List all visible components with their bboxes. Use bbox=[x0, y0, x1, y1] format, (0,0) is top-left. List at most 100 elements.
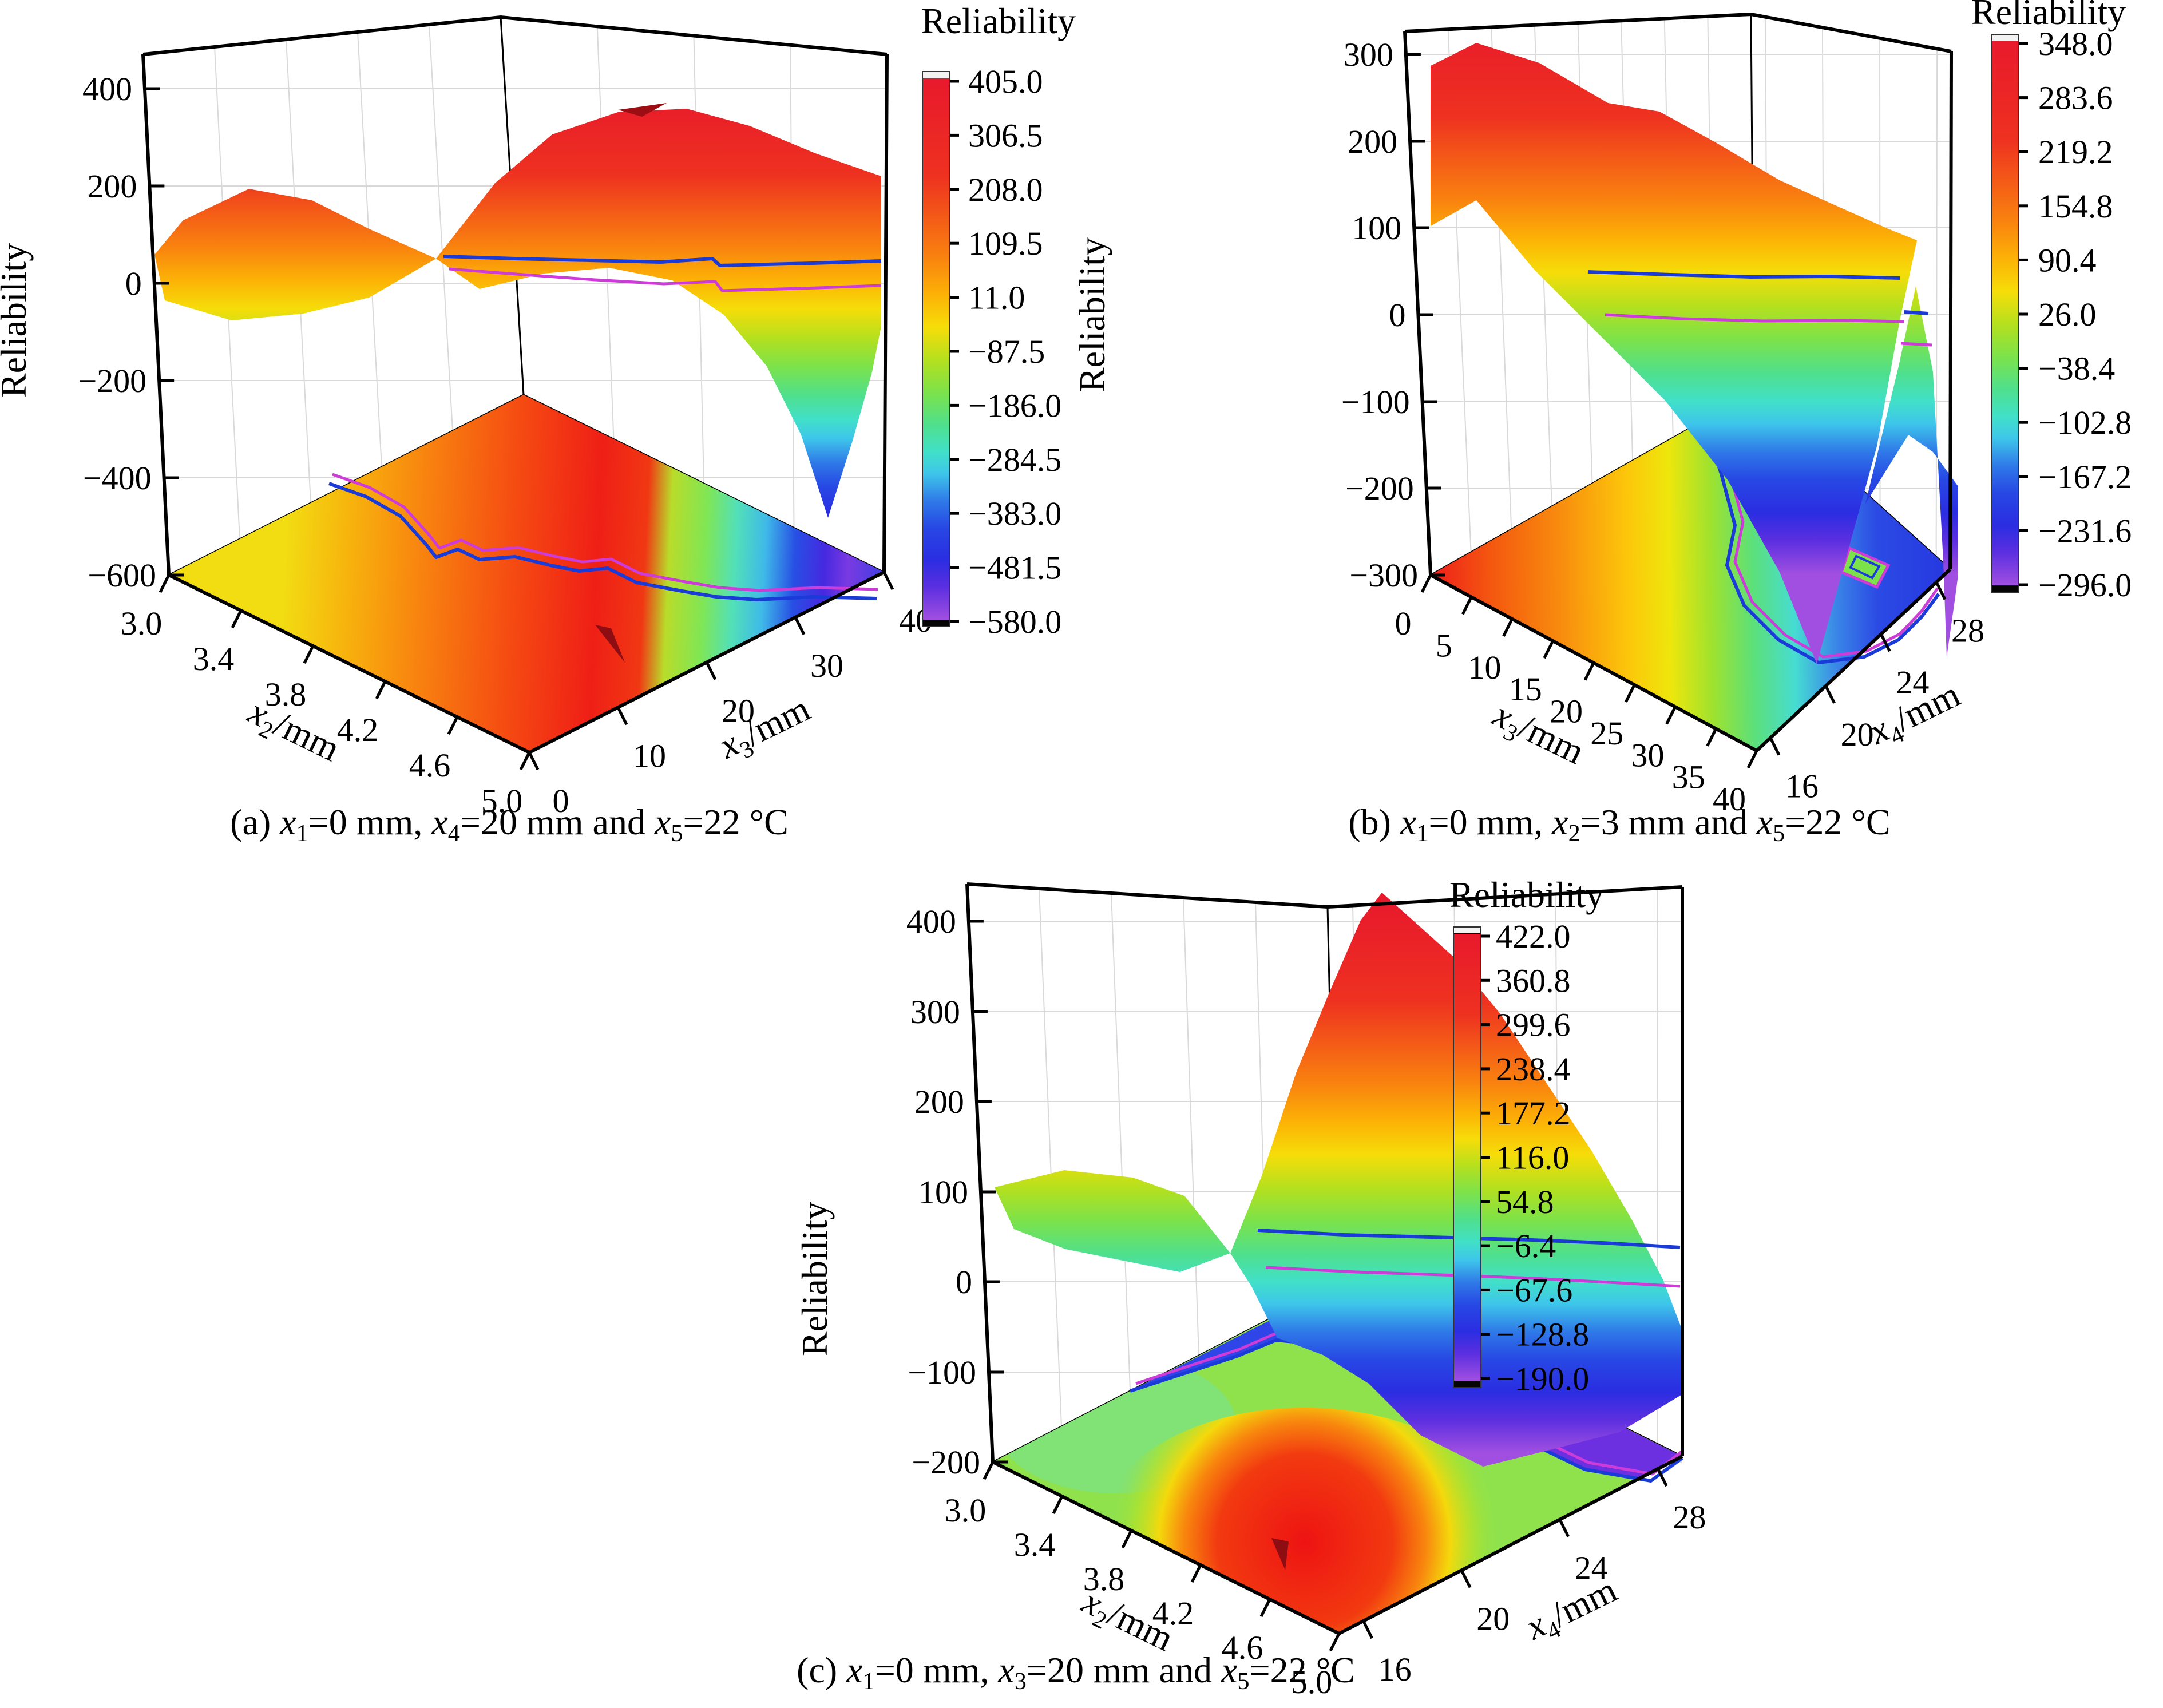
z-tick-label: 100 bbox=[918, 1174, 968, 1211]
x-tick-label: 3.0 bbox=[945, 1492, 987, 1529]
x-tick bbox=[1502, 618, 1514, 637]
y-tick bbox=[882, 571, 894, 591]
z-tick-label: 200 bbox=[87, 168, 137, 205]
x-tick bbox=[1259, 1598, 1271, 1618]
x-tick-label: 5.0 bbox=[481, 782, 523, 819]
colorbar-bottom-cap bbox=[922, 620, 950, 627]
z-tick-label: −600 bbox=[88, 557, 156, 594]
colorbar-tick-label: −167.2 bbox=[2038, 458, 2132, 496]
caption-segment: 3 bbox=[1014, 1667, 1027, 1695]
x-tick-label: 3.0 bbox=[121, 605, 163, 642]
surface-contour-blue bbox=[443, 255, 882, 267]
colorbar-labels: 422.0 360.8 299.6 238.4 177.2 116.0 54.8 −6.4 −6… bbox=[1481, 918, 1589, 1397]
colorbar-tick-label: −102.8 bbox=[2038, 404, 2132, 441]
caption-segment: 5 bbox=[671, 819, 683, 847]
colorbar-tick-label: 348.0 bbox=[2038, 25, 2113, 62]
colorbar-tick-label: −296.0 bbox=[2038, 566, 2132, 604]
y-tick bbox=[1657, 1468, 1668, 1487]
floor-contour-blue bbox=[1702, 422, 1940, 664]
x-tick-label: 40 bbox=[1713, 780, 1746, 818]
wall-gridline-x bbox=[1039, 888, 1062, 1427]
y-tick bbox=[1362, 1620, 1373, 1639]
caption-segment: 1 bbox=[296, 819, 308, 847]
surface bbox=[1431, 43, 1958, 664]
wing-contour-magenta bbox=[1900, 342, 1932, 347]
x-tick bbox=[1121, 1529, 1133, 1549]
x-tick bbox=[1329, 1632, 1341, 1652]
surface-contour-magenta bbox=[449, 267, 882, 292]
x-tick bbox=[231, 609, 243, 629]
x-tick bbox=[1420, 574, 1432, 593]
surface-right-wing bbox=[1865, 286, 1958, 657]
y-tick bbox=[1769, 737, 1781, 756]
x-tick-label: 30 bbox=[1631, 736, 1665, 774]
caption-segment: =0 mm, bbox=[1428, 802, 1552, 842]
colorbar-tick-label: 154.8 bbox=[2038, 188, 2113, 225]
caption-segment: x bbox=[280, 802, 296, 842]
caption-segment: (a) bbox=[230, 802, 280, 842]
x-tick-label: 10 bbox=[1468, 649, 1502, 686]
y-tick bbox=[1558, 1519, 1570, 1537]
colorbar: Reliability 348.0 283.6 219.2 154.8 90.4 26.0… bbox=[1971, 0, 2132, 604]
caption-a: (a) x1=0 mm, x4=20 mm and x5=22 °C bbox=[0, 801, 1019, 847]
y-tick bbox=[1824, 685, 1836, 704]
floor-min-marker bbox=[1271, 1538, 1289, 1570]
caption-segment: 4 bbox=[447, 819, 460, 847]
z-axis-line bbox=[1403, 31, 1432, 576]
wall-gridline-x bbox=[1111, 893, 1131, 1392]
y-tick-label: 16 bbox=[1378, 1651, 1412, 1688]
colorbar-labels: 348.0 283.6 219.2 154.8 90.4 26.0 −38.4 −102.8 −… bbox=[2019, 25, 2132, 604]
colorbar-gradient bbox=[1453, 934, 1481, 1381]
x-tick bbox=[1052, 1495, 1064, 1515]
x-tick-label: 3.4 bbox=[193, 640, 235, 677]
caption-segment: 1 bbox=[1416, 819, 1429, 847]
colorbar-tick-label: −128.8 bbox=[1496, 1316, 1589, 1353]
surface-dark-patch bbox=[618, 103, 667, 117]
x-tick-label: 15 bbox=[1509, 671, 1542, 708]
z-tick-label: 200 bbox=[914, 1083, 964, 1120]
x-tick bbox=[519, 751, 531, 771]
floor-nested-contour-inner bbox=[1849, 554, 1881, 580]
y-tick-label: 16 bbox=[1785, 767, 1819, 805]
colorbar-tick-label: 238.4 bbox=[1496, 1051, 1571, 1088]
colorbar-tick-label: −87.5 bbox=[968, 333, 1045, 370]
colorbar-top-cap bbox=[1991, 34, 2019, 42]
colorbar-tick-label: −186.0 bbox=[968, 387, 1061, 424]
x-tick-label: 35 bbox=[1672, 759, 1705, 796]
x-tick-label: 4.2 bbox=[1152, 1595, 1194, 1632]
colorbar-tick-label: 26.0 bbox=[2038, 296, 2097, 333]
y-tick bbox=[794, 616, 806, 635]
subplot-c: 400 300 200 100 0 −100 −200 3.0 3.4 3.8 4.2 4.6 5.0 1… bbox=[794, 874, 1706, 1701]
caption-segment: (c) bbox=[797, 1650, 847, 1690]
caption-segment: =22 °C bbox=[683, 802, 789, 842]
axis-tick-labels: 400 300 200 100 0 −100 −200 3.0 3.4 3.8 4.2 4.6 5.0 1… bbox=[906, 903, 1706, 1701]
z-axis-line bbox=[141, 54, 171, 576]
z-tick-label: 0 bbox=[1389, 296, 1405, 334]
colorbar-bottom-cap bbox=[1453, 1381, 1481, 1388]
top-edges bbox=[142, 15, 888, 56]
axis-tick-labels: 400 200 0 −200 −400 −600 3.0 3.4 3.8 4.2 4.6 5.0 0 10… bbox=[78, 70, 932, 819]
x-tick bbox=[1190, 1564, 1202, 1583]
surface-sheet bbox=[995, 893, 1681, 1467]
y-tick bbox=[528, 751, 540, 771]
caption-segment: 1 bbox=[862, 1667, 875, 1695]
caption-segment: x bbox=[1400, 802, 1417, 842]
x-tick bbox=[447, 716, 459, 735]
colorbar-tick-label: −6.4 bbox=[1496, 1227, 1556, 1265]
colorbar-tick-label: 177.2 bbox=[1496, 1095, 1571, 1132]
colorbar-labels: 405.0 306.5 208.0 109.5 11.0 −87.5 −186.0 −284.… bbox=[950, 63, 1061, 640]
colorbar-tick-label: 219.2 bbox=[2038, 133, 2113, 171]
floor-min-marker bbox=[595, 625, 625, 663]
colorbar-title: Reliability bbox=[1971, 0, 2126, 32]
colorbar-tick-label: −190.0 bbox=[1496, 1360, 1589, 1397]
z-axis-line bbox=[965, 883, 995, 1463]
top-edges bbox=[1404, 12, 1952, 53]
z-axis-title: Reliability bbox=[0, 243, 34, 398]
caption-c: (c) x1=0 mm, x3=20 mm and x5=22 °C bbox=[515, 1649, 1637, 1695]
wing-contour-blue bbox=[1904, 310, 1929, 315]
z-tick-label: −100 bbox=[908, 1354, 976, 1391]
subplot-a: 400 200 0 −200 −400 −600 3.0 3.4 3.8 4.2 4.6 5.0 0 10… bbox=[0, 1, 1076, 819]
right-edge bbox=[1948, 51, 1953, 570]
x-tick-label: 25 bbox=[1590, 715, 1623, 752]
